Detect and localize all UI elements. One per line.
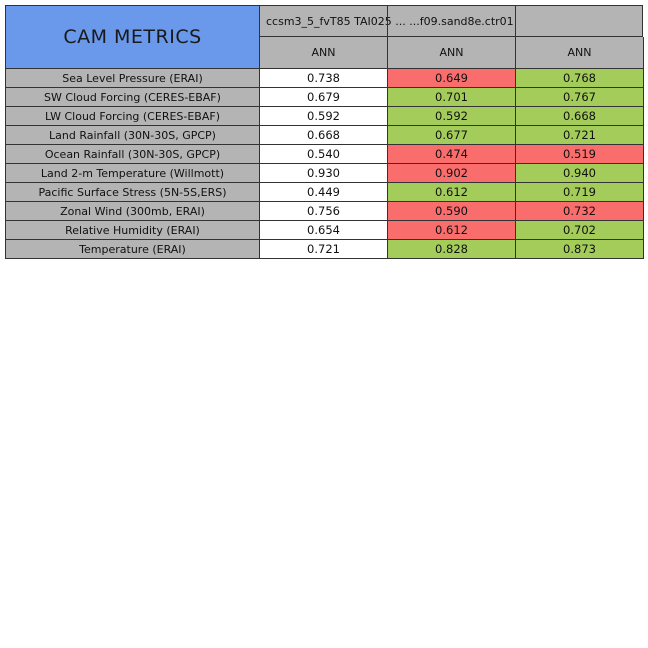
metric-value: 0.668 — [516, 107, 644, 126]
metric-value: 0.701 — [388, 88, 516, 107]
metric-value: 0.449 — [260, 183, 388, 202]
metric-label: Ocean Rainfall (30N-30S, GPCP) — [5, 145, 260, 164]
metric-value: 0.738 — [260, 69, 388, 88]
case-header: ccsm3_5_fvT85 TAI025 ... ...f09.sand8e.c… — [260, 5, 643, 37]
metric-value: 0.677 — [388, 126, 516, 145]
metric-value: 0.940 — [516, 164, 644, 183]
case-header-divider — [515, 5, 516, 37]
metric-value: 0.590 — [388, 202, 516, 221]
case-header-divider — [387, 5, 388, 37]
metric-value: 0.540 — [260, 145, 388, 164]
metric-value: 0.768 — [516, 69, 644, 88]
metric-value: 0.679 — [260, 88, 388, 107]
metric-value: 0.828 — [388, 240, 516, 259]
metric-label: Zonal Wind (300mb, ERAI) — [5, 202, 260, 221]
metrics-table: CAM METRICS ccsm3_5_fvT85 TAI025 ... ...… — [5, 5, 644, 261]
metric-value: 0.721 — [260, 240, 388, 259]
metric-label: Pacific Surface Stress (5N-5S,ERS) — [5, 183, 260, 202]
metric-label: SW Cloud Forcing (CERES-EBAF) — [5, 88, 260, 107]
metric-label: Temperature (ERAI) — [5, 240, 260, 259]
metric-value: 0.519 — [516, 145, 644, 164]
metric-value: 0.721 — [516, 126, 644, 145]
metric-value: 0.873 — [516, 240, 644, 259]
season-header: ANN — [388, 37, 516, 69]
metric-value: 0.592 — [388, 107, 516, 126]
metric-label: LW Cloud Forcing (CERES-EBAF) — [5, 107, 260, 126]
metric-label: Land 2-m Temperature (Willmott) — [5, 164, 260, 183]
metric-value: 0.767 — [516, 88, 644, 107]
season-header: ANN — [516, 37, 644, 69]
metric-value: 0.756 — [260, 202, 388, 221]
metric-value: 0.668 — [260, 126, 388, 145]
metric-value: 0.654 — [260, 221, 388, 240]
metric-value: 0.702 — [516, 221, 644, 240]
metric-value: 0.612 — [388, 221, 516, 240]
metric-value: 0.612 — [388, 183, 516, 202]
table-title: CAM METRICS — [5, 5, 260, 69]
metric-value: 0.474 — [388, 145, 516, 164]
metric-value: 0.719 — [516, 183, 644, 202]
metric-label: Sea Level Pressure (ERAI) — [5, 69, 260, 88]
metric-label: Relative Humidity (ERAI) — [5, 221, 260, 240]
metric-value: 0.592 — [260, 107, 388, 126]
season-header: ANN — [260, 37, 388, 69]
metric-value: 0.902 — [388, 164, 516, 183]
metric-value: 0.649 — [388, 69, 516, 88]
metric-label: Land Rainfall (30N-30S, GPCP) — [5, 126, 260, 145]
metric-value: 0.930 — [260, 164, 388, 183]
metric-value: 0.732 — [516, 202, 644, 221]
